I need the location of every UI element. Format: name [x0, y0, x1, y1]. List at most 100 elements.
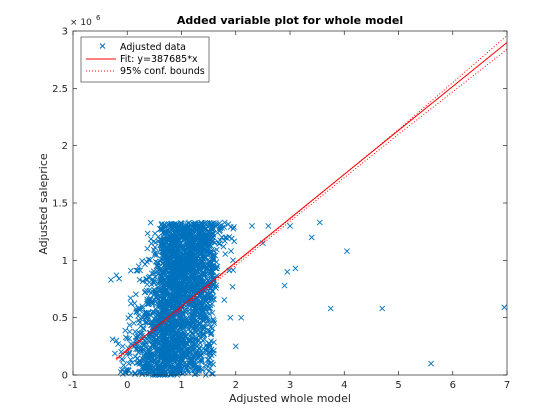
data-point: [210, 339, 217, 346]
data-point: [186, 294, 193, 301]
data-point: [144, 319, 151, 326]
data-point: [197, 264, 204, 271]
legend-label-conf: 95% conf. bounds: [120, 66, 205, 77]
data-point: [168, 315, 175, 322]
data-point: [207, 248, 214, 255]
data-point: [220, 243, 227, 250]
x-tick-labels: -1 0 1 2 3 4 5 6 7: [68, 380, 510, 391]
data-point: [192, 275, 199, 282]
data-point: [125, 360, 132, 367]
data-point: [168, 260, 175, 267]
data-point: [131, 300, 138, 307]
data-point: [195, 364, 202, 371]
data-point: [152, 290, 159, 297]
data-point: [154, 259, 161, 266]
data-point: [126, 328, 133, 335]
data-point: [150, 320, 157, 327]
data-point: [126, 335, 133, 342]
data-point: [190, 352, 197, 359]
data-point: [190, 361, 197, 368]
y-tick-label: 1.5: [52, 199, 68, 210]
data-point: [199, 243, 206, 250]
y-axis-label: Adjusted saleprice: [37, 153, 50, 255]
x-tick-label: 2: [233, 380, 239, 391]
data-point: [173, 232, 180, 239]
data-point: [191, 346, 197, 353]
data-point: [194, 322, 201, 329]
data-point: [214, 272, 220, 279]
data-point: [195, 309, 202, 316]
data-point: [199, 224, 206, 231]
data-point: [143, 309, 150, 316]
data-point: [205, 238, 212, 245]
data-point: [152, 239, 159, 246]
x-axis-label: Adjusted whole model: [229, 392, 351, 405]
data-point: [145, 371, 152, 378]
data-point: [200, 337, 207, 344]
data-point: [157, 278, 164, 285]
data-point: [177, 338, 184, 345]
data-point: [183, 320, 190, 327]
data-point: [166, 349, 172, 356]
data-point: [163, 230, 169, 237]
data-point: [139, 371, 146, 378]
data-point: [139, 314, 146, 321]
data-point: [192, 337, 199, 344]
data-point: [213, 246, 220, 253]
data-point: [152, 250, 159, 256]
data-point: [217, 225, 224, 232]
data-point: [198, 359, 205, 366]
data-point: [207, 360, 214, 367]
data-point: [193, 280, 199, 286]
data-point: [175, 326, 181, 333]
data-point: [127, 267, 134, 274]
data-point: [199, 259, 206, 266]
data-point: [179, 309, 186, 316]
data-point: [208, 236, 215, 243]
data-point: [206, 262, 213, 268]
data-point: [203, 265, 210, 272]
data-point: [139, 278, 146, 285]
data-point: [176, 275, 183, 281]
x-tick-label: 7: [504, 380, 510, 391]
data-point: [208, 296, 215, 302]
data-point: [172, 230, 178, 236]
data-point: [146, 369, 153, 376]
data-point: [202, 288, 209, 295]
y-tick-label: 2: [62, 141, 68, 152]
data-point: [184, 258, 190, 265]
data-point: [210, 316, 217, 323]
data-point: [170, 348, 177, 355]
data-point: [178, 360, 184, 367]
legend: Adjusted data Fit: y=387685*x 95% conf. …: [80, 36, 210, 83]
data-point: [183, 231, 190, 238]
data-point: [193, 254, 199, 261]
data-point: [185, 326, 191, 333]
data-point: [152, 274, 159, 281]
data-point: [149, 297, 156, 304]
data-point: [170, 357, 177, 364]
data-point: [151, 277, 158, 284]
legend-label-fit: Fit: y=387685*x: [120, 54, 198, 65]
data-point: [136, 360, 143, 367]
data-point: [178, 259, 185, 266]
data-point: [116, 275, 123, 282]
data-point: [205, 353, 212, 360]
data-point: [143, 258, 150, 265]
data-point: [167, 342, 174, 348]
data-point: [144, 230, 151, 237]
data-point: [216, 220, 223, 227]
data-point: [281, 282, 288, 289]
data-point: [160, 248, 166, 255]
data-point: [161, 350, 168, 357]
data-point: [135, 317, 142, 324]
data-point: [154, 284, 161, 290]
data-point: [153, 371, 160, 378]
tick-marks: [72, 30, 508, 376]
data-point: [180, 342, 187, 349]
data-point: [134, 267, 141, 274]
data-point: [184, 239, 191, 246]
data-point: [161, 253, 167, 260]
data-point: [159, 268, 166, 275]
data-point: [139, 335, 146, 342]
